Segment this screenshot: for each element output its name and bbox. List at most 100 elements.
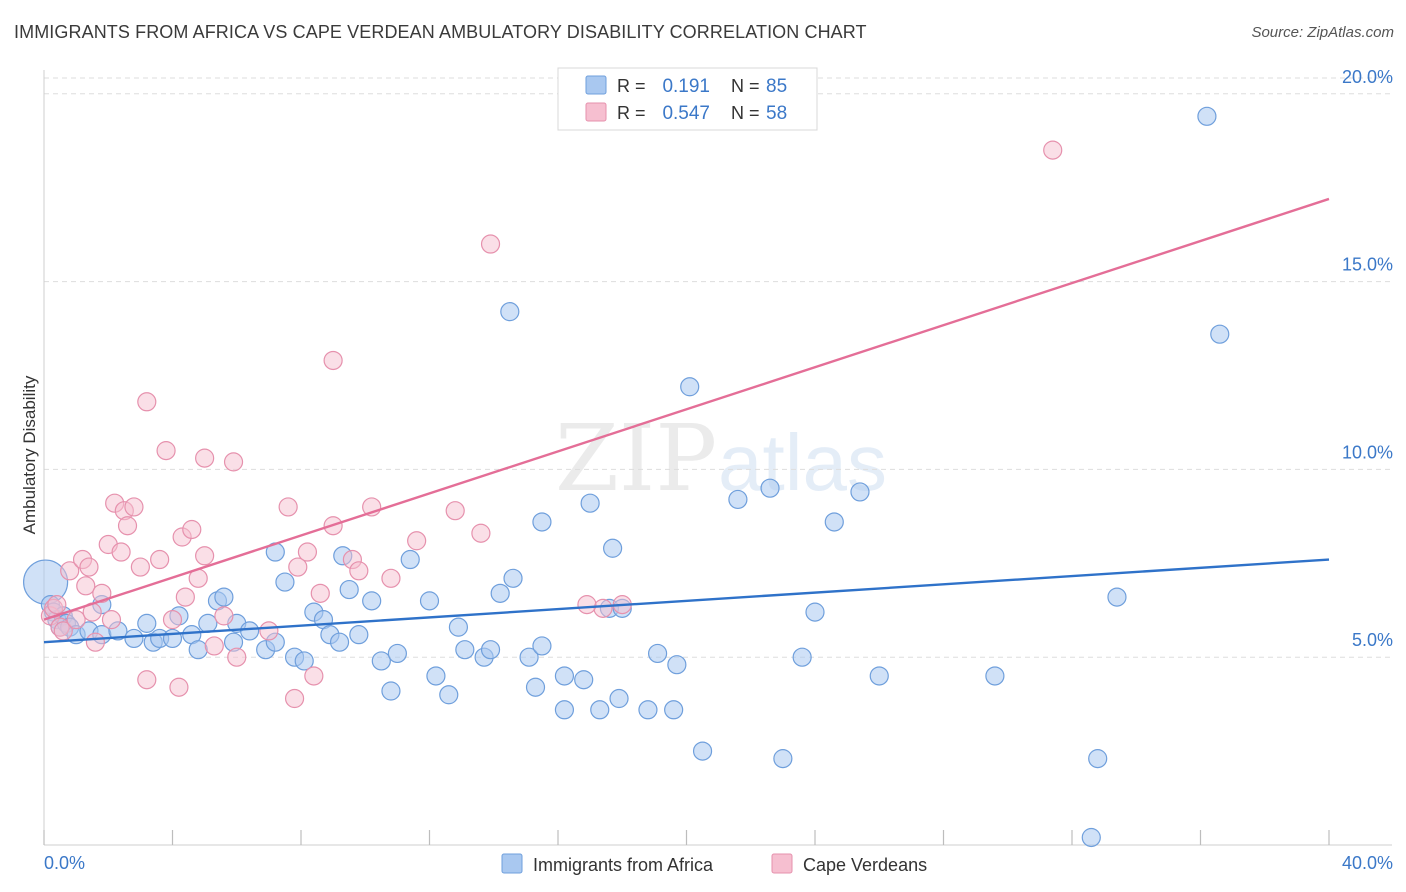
legend-label-cape-verdean: Cape Verdeans [803, 855, 927, 875]
y-tick-label-1: 10.0% [1342, 442, 1393, 462]
africa-point-75 [773, 749, 793, 769]
africa-point-67 [638, 700, 658, 720]
watermark: ZIP atlas [555, 405, 887, 512]
africa-point-40 [371, 651, 391, 671]
africa-point-62 [590, 700, 610, 720]
africa-point-19 [188, 640, 208, 660]
cape-verdean-point-54 [47, 595, 67, 615]
series-cape-verdean-points [40, 140, 1063, 709]
cape-verdean-point-34 [259, 621, 279, 641]
africa-point-74 [760, 478, 780, 498]
cape-verdean-point-31 [214, 606, 234, 626]
africa-point-43 [400, 549, 420, 570]
stats-legend: R = 0.191 N = 85 R = 0.547 N = 58 [557, 67, 818, 131]
series-africa-points [23, 106, 1230, 848]
legend-label-africa: Immigrants from Africa [533, 855, 714, 875]
stats-n-value-blue: 85 [766, 76, 787, 97]
africa-point-51 [490, 583, 510, 603]
stats-r-value-pink: 0.547 [662, 103, 710, 124]
cape-verdean-point-40 [310, 583, 330, 603]
stats-n-value-pink: 58 [766, 103, 787, 124]
africa-point-31 [294, 651, 314, 671]
cape-verdean-point-18 [137, 670, 157, 690]
axes [43, 70, 1392, 846]
africa-point-22 [214, 587, 234, 607]
africa-point-25 [240, 621, 260, 641]
africa-point-76 [805, 602, 825, 622]
trendline-cape-verdean [43, 197, 1330, 621]
africa-point-16 [162, 628, 183, 649]
cape-verdean-point-10 [92, 583, 112, 603]
trendline-africa [43, 558, 1330, 644]
africa-point-85 [1210, 324, 1230, 344]
africa-point-13 [137, 613, 157, 633]
cape-verdean-point-49 [471, 523, 491, 543]
cape-verdean-point-15 [117, 516, 138, 536]
africa-point-73 [728, 489, 748, 510]
africa-point-83 [1107, 587, 1127, 607]
cape-verdean-point-17 [130, 557, 150, 577]
legend-swatch-africa [501, 853, 523, 874]
africa-point-39 [362, 591, 382, 611]
y-axis-title: Ambulatory Disability [20, 375, 39, 534]
y-tick-label-2: 15.0% [1342, 255, 1393, 275]
stats-n-label-pink: N = [731, 103, 760, 123]
africa-point-35 [329, 632, 350, 652]
africa-point-53 [500, 302, 520, 322]
source-credit: Source: ZipAtlas.com [1251, 24, 1394, 41]
africa-point-54 [519, 647, 539, 667]
africa-point-70 [667, 655, 687, 675]
africa-point-58 [554, 700, 575, 720]
cape-verdean-point-16 [124, 497, 144, 517]
africa-point-77 [792, 647, 812, 667]
africa-point-20 [198, 613, 218, 633]
africa-point-12 [124, 628, 144, 649]
cape-verdean-point-35 [278, 497, 298, 517]
africa-point-66 [609, 688, 629, 709]
cape-verdean-point-25 [175, 587, 195, 607]
cape-verdean-point-39 [304, 666, 324, 686]
africa-point-69 [664, 700, 684, 720]
x-tick-label-min: 0.0% [44, 853, 85, 873]
cape-verdean-point-30 [204, 636, 224, 656]
trendlines [43, 197, 1330, 644]
africa-point-59 [554, 666, 575, 686]
bottom-legend: Immigrants from Africa Cape Verdeans [501, 853, 927, 875]
cape-verdean-point-38 [297, 542, 318, 562]
africa-point-68 [647, 643, 668, 664]
cape-verdean-point-21 [156, 441, 176, 461]
cape-verdean-point-13 [111, 542, 131, 562]
cape-verdean-point-9 [85, 632, 106, 652]
africa-point-41 [381, 681, 401, 701]
africa-point-79 [850, 482, 870, 502]
africa-point-50 [480, 640, 501, 660]
africa-point-57 [532, 512, 552, 532]
africa-point-47 [448, 617, 469, 637]
x-ticks [43, 830, 1330, 845]
gridlines [44, 77, 1392, 658]
cape-verdean-point-29 [195, 448, 215, 468]
africa-point-52 [503, 568, 523, 588]
africa-point-38 [349, 625, 369, 645]
cape-verdean-point-4 [60, 561, 80, 581]
stats-n-label-blue: N = [731, 76, 760, 96]
cape-verdean-point-28 [195, 546, 215, 566]
cape-verdean-point-50 [480, 234, 501, 254]
watermark-zip: ZIP [555, 405, 717, 512]
africa-point-72 [692, 741, 713, 761]
cape-verdean-point-26 [182, 519, 202, 540]
cape-verdean-point-32 [223, 452, 244, 472]
africa-point-48 [455, 640, 475, 660]
cape-verdean-point-55 [101, 610, 122, 630]
africa-point-80 [869, 666, 889, 686]
cape-verdean-point-44 [349, 561, 369, 581]
africa-point-71 [680, 377, 700, 397]
africa-point-37 [339, 579, 359, 600]
cape-verdean-point-36 [284, 688, 305, 709]
africa-point-64 [603, 538, 623, 558]
y-tick-label-3: 20.0% [1342, 67, 1393, 87]
y-tick-label-0: 5.0% [1352, 630, 1393, 650]
stats-r-label-pink: R = [617, 103, 646, 123]
cape-verdean-point-7 [76, 576, 96, 596]
